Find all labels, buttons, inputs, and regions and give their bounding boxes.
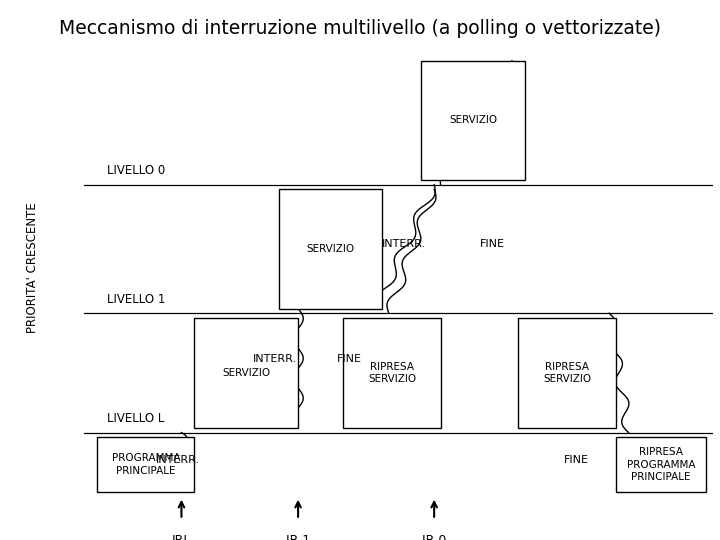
Text: PRIORITA' CRESCENTE: PRIORITA' CRESCENTE: [26, 202, 39, 333]
Bar: [518, 318, 616, 428]
Bar: [421, 60, 525, 180]
Text: IR 1: IR 1: [286, 534, 310, 540]
Bar: [279, 189, 382, 308]
Text: FINE: FINE: [564, 455, 589, 465]
Text: LIVELLO L: LIVELLO L: [107, 412, 164, 426]
Text: IR 0: IR 0: [422, 534, 446, 540]
Text: SERVIZIO: SERVIZIO: [222, 368, 270, 378]
Text: FINE: FINE: [480, 239, 505, 249]
Text: INTERR.: INTERR.: [382, 239, 426, 249]
Text: Meccanismo di interruzione multilivello (a polling o vettorizzate): Meccanismo di interruzione multilivello …: [59, 19, 661, 38]
Text: RIPRESA
PROGRAMMA
PRINCIPALE: RIPRESA PROGRAMMA PRINCIPALE: [626, 447, 696, 482]
Text: LIVELLO 1: LIVELLO 1: [107, 293, 166, 306]
Bar: [194, 318, 298, 428]
Text: INTERR.: INTERR.: [253, 354, 297, 364]
Text: 51: 51: [697, 539, 713, 540]
Text: FINE: FINE: [337, 354, 362, 364]
Text: RIPRESA
SERVIZIO: RIPRESA SERVIZIO: [368, 362, 416, 384]
Text: RIPRESA
SERVIZIO: RIPRESA SERVIZIO: [543, 362, 591, 384]
Text: SERVIZIO: SERVIZIO: [449, 116, 497, 125]
Text: PROGRAMMA
PRINCIPALE: PROGRAMMA PRINCIPALE: [112, 454, 180, 476]
Bar: [343, 318, 441, 428]
Text: SERVIZIO: SERVIZIO: [307, 244, 354, 254]
Text: INTERR.: INTERR.: [156, 455, 199, 465]
Text: LIVELLO 0: LIVELLO 0: [107, 164, 165, 178]
Bar: [97, 437, 194, 492]
Bar: [616, 437, 706, 492]
Text: IRL: IRL: [172, 534, 191, 540]
